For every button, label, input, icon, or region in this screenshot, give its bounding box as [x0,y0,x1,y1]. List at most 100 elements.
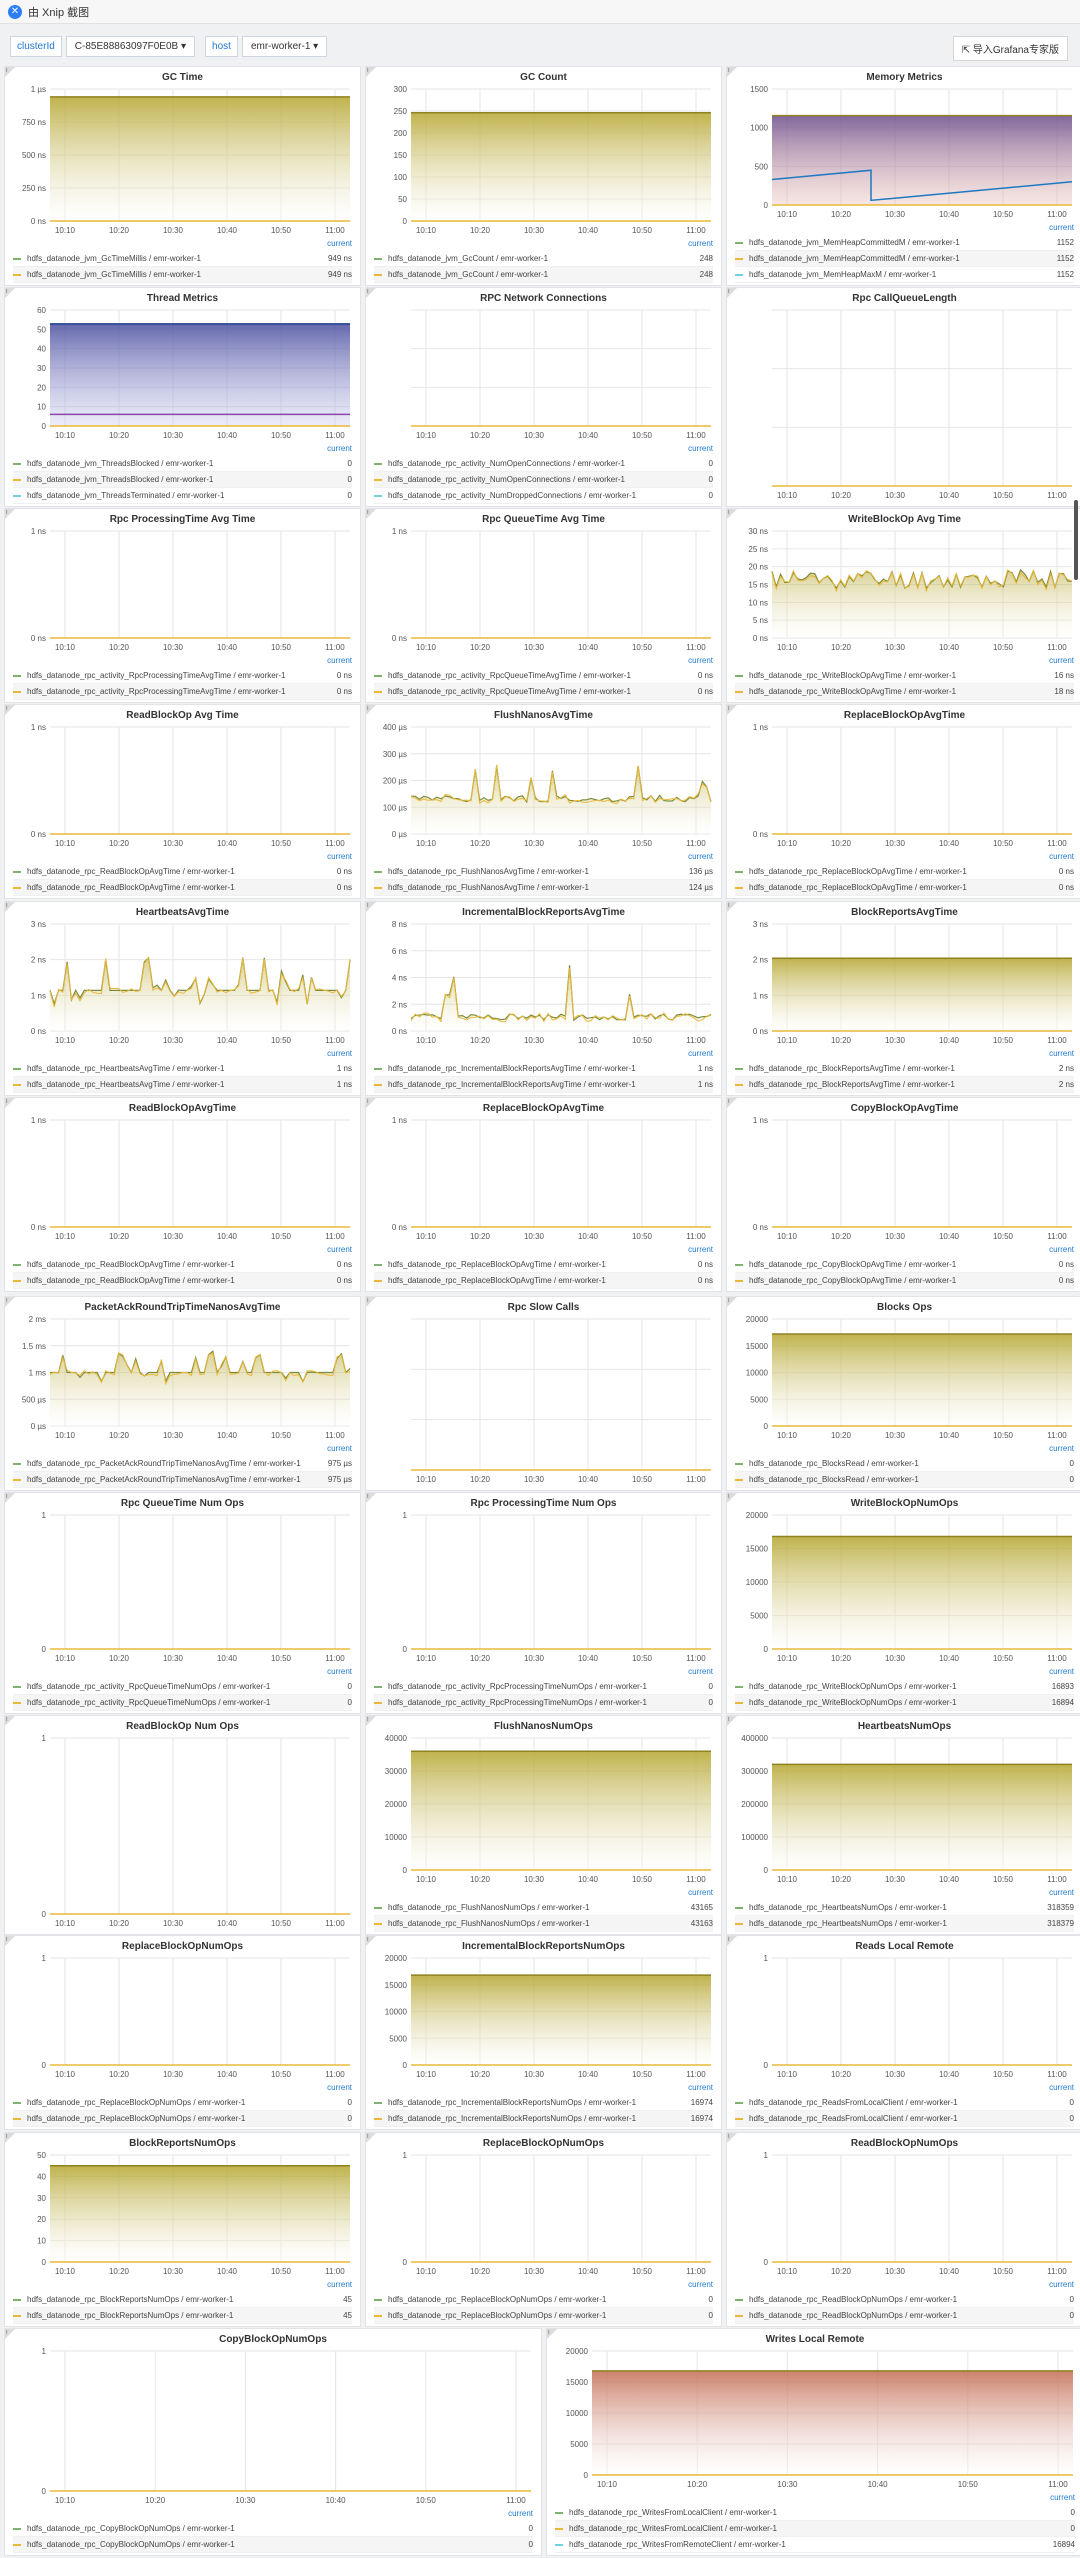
legend-item[interactable]: hdfs_datanode_rpc_ReplaceBlockOpAvgTime … [735,864,1074,880]
panel-replaceblockopnumops[interactable]: i ReplaceBlockOpNumOps 1 0 10:10 10:20 10:30 10… [365,2132,722,2327]
legend-item[interactable]: hdfs_datanode_rpc_ReplaceBlockOpNumOps /… [13,2111,352,2127]
panel-rpc-processingtime-num-ops[interactable]: i Rpc ProcessingTime Num Ops 1 0 10:10 10:20 1… [365,1492,722,1714]
panel-readblockopnumops[interactable]: i ReadBlockOpNumOps 1 0 10:10 10:20 10:30 10:40… [726,2132,1080,2327]
legend-current-header[interactable]: current [327,444,352,453]
info-icon[interactable]: i [366,1716,376,1726]
legend-item[interactable]: hdfs_datanode_rpc_FlushNanosAvgTime / em… [374,880,713,896]
legend-item[interactable]: hdfs_datanode_rpc_activity_NumDroppedCon… [374,488,713,504]
legend-item[interactable]: hdfs_datanode_rpc_BlocksRead / emr-worke… [735,1472,1074,1488]
legend-item[interactable]: hdfs_datanode_rpc_ReplaceBlockOpNumOps /… [374,2308,713,2324]
info-icon[interactable]: i [547,2329,557,2339]
panel-flushnanosavgtime[interactable]: i FlushNanosAvgTime 400 µs 300 µs 200 µs 100 … [365,704,722,899]
legend-current-header[interactable]: current [688,2280,713,2289]
info-icon[interactable]: i [366,2133,376,2143]
legend-item[interactable]: hdfs_datanode_rpc_activity_RpcProcessing… [374,1695,713,1711]
info-icon[interactable]: i [5,1098,15,1108]
legend-item[interactable]: hdfs_datanode_rpc_CopyBlockOpNumOps / em… [13,2521,533,2537]
legend-item[interactable]: hdfs_datanode_rpc_ReplaceBlockOpAvgTime … [735,880,1074,896]
panel-blocks-ops[interactable]: i Blocks Ops 20000 15000 10000 5000 0 10:10 10:2… [726,1296,1080,1491]
legend-current-header[interactable]: current [688,656,713,665]
info-icon[interactable]: i [5,509,15,519]
legend-current-header[interactable]: current [1049,1245,1074,1254]
panel-reads-local-remote[interactable]: i Reads Local Remote 1 0 10:10 10:20 10:30 10:4… [726,1935,1080,2130]
info-icon[interactable]: i [366,1493,376,1503]
legend-item[interactable]: hdfs_datanode_rpc_ReplaceBlockOpAvgTime … [374,1257,713,1273]
legend-item[interactable]: hdfs_datanode_jvm_MemHeapMaxM / emr-work… [735,267,1074,283]
legend-item[interactable]: hdfs_datanode_rpc_CopyBlockOpNumOps / em… [13,2537,533,2553]
legend-current-header[interactable]: current [1049,223,1074,232]
legend-item[interactable]: hdfs_datanode_rpc_ReadsFromLocalClient /… [735,2111,1074,2127]
panel-blockreportsnumops[interactable]: i BlockReportsNumOps 50 40 30 20 10 0 10:10 10:20… [4,2132,361,2327]
info-icon[interactable]: i [727,509,737,519]
panel-rpc-slow-calls[interactable]: i Rpc Slow Calls 10:10 10:20 10:30 10:40 10:50… [365,1296,722,1491]
panel-copyblockopnumops[interactable]: i CopyBlockOpNumOps 1 0 10:10 10:20 10:30 10:40… [4,2328,542,2556]
legend-current-header[interactable]: current [1049,852,1074,861]
legend-current-header[interactable]: current [1049,2280,1074,2289]
info-icon[interactable]: i [727,1936,737,1946]
legend-current-header[interactable]: current [1049,656,1074,665]
panel-rpc-queuetime-avg-time[interactable]: i Rpc QueueTime Avg Time 1 ns 0 ns 10:10 10:2… [365,508,722,703]
info-icon[interactable]: i [5,1493,15,1503]
legend-item[interactable]: hdfs_datanode_rpc_activity_RpcProcessing… [374,1679,713,1695]
legend-item[interactable]: hdfs_datanode_rpc_BlockReportsNumOps / e… [13,2292,352,2308]
panel-readblockop-num-ops[interactable]: i ReadBlockOp Num Ops 1 0 10:10 10:20 10:30 10:… [4,1715,361,1935]
info-icon[interactable]: i [727,1493,737,1503]
panel-blockreportsavgtime[interactable]: i BlockReportsAvgTime 3 ns 2 ns 1 ns 0 ns 10:1… [726,901,1080,1096]
legend-item[interactable]: hdfs_datanode_jvm_ThreadsBlocked / emr-w… [13,456,352,472]
panel-writeblockopnumops[interactable]: i WriteBlockOpNumOps 20000 15000 10000 5000 0 1… [726,1492,1080,1714]
panel-heartbeatsavgtime[interactable]: i HeartbeatsAvgTime 3 ns 2 ns 1 ns 0 ns 10:10 1… [4,901,361,1096]
legend-item[interactable]: hdfs_datanode_rpc_CopyBlockOpAvgTime / e… [735,1257,1074,1273]
legend-current-header[interactable]: current [1049,1888,1074,1897]
info-icon[interactable]: i [366,1297,376,1307]
info-icon[interactable]: i [727,2133,737,2143]
legend-current-header[interactable]: current [688,444,713,453]
panel-rpc-processingtime-avg-time[interactable]: i Rpc ProcessingTime Avg Time 1 ns 0 ns 10:1… [4,508,361,703]
info-icon[interactable]: i [727,288,737,298]
legend-current-header[interactable]: current [1049,1049,1074,1058]
panel-gc-count[interactable]: i GC Count 300 250 200 150 100 50 0 10:10 10:20 10:… [365,66,722,286]
legend-item[interactable]: hdfs_datanode_rpc_WritesFromLocalClient … [555,2505,1075,2521]
panel-writeblockop-avg-time[interactable]: i WriteBlockOp Avg Time 30 ns 25 ns 20 ns 15 … [726,508,1080,703]
info-icon[interactable]: i [366,1936,376,1946]
legend-current-header[interactable]: current [327,852,352,861]
legend-item[interactable]: hdfs_datanode_rpc_FlushNanosNumOps / emr… [374,1916,713,1932]
legend-current-header[interactable]: current [327,1049,352,1058]
legend-item[interactable]: hdfs_datanode_rpc_activity_RpcProcessing… [13,684,352,700]
legend-current-header[interactable]: current [327,1444,352,1453]
legend-current-header[interactable]: current [688,1667,713,1676]
info-icon[interactable]: i [727,1716,737,1726]
info-icon[interactable]: i [366,67,376,77]
panel-rpc-network-connections[interactable]: i RPC Network Connections 10:10 10:20 10:30 1… [365,287,722,507]
info-icon[interactable]: i [727,1098,737,1108]
legend-item[interactable]: hdfs_datanode_rpc_activity_RpcQueueTimeA… [374,684,713,700]
panel-incrementalblockreportsavgtime[interactable]: i IncrementalBlockReportsAvgTime 8 ns 6 ns 4… [365,901,722,1096]
info-icon[interactable]: i [366,509,376,519]
info-icon[interactable]: i [5,1297,15,1307]
legend-item[interactable]: hdfs_datanode_rpc_FlushNanosNumOps / emr… [374,1900,713,1916]
legend-item[interactable]: hdfs_datanode_rpc_ReadBlockOpAvgTime / e… [13,880,352,896]
legend-item[interactable]: hdfs_datanode_rpc_ReadBlockOpNumOps / em… [735,2308,1074,2324]
legend-item[interactable]: hdfs_datanode_rpc_ReadsFromLocalClient /… [735,2095,1074,2111]
info-icon[interactable]: i [727,705,737,715]
panel-readblockop-avg-time[interactable]: i ReadBlockOp Avg Time 1 ns 0 ns 10:10 10:20 1… [4,704,361,899]
legend-item[interactable]: hdfs_datanode_jvm_GcCount / emr-worker-1… [374,267,713,283]
panel-incrementalblockreportsnumops[interactable]: i IncrementalBlockReportsNumOps 20000 15000… [365,1935,722,2130]
info-icon[interactable]: i [366,1098,376,1108]
legend-item[interactable]: hdfs_datanode_rpc_ReplaceBlockOpAvgTime … [374,1273,713,1289]
legend-item[interactable]: hdfs_datanode_jvm_GcCount / emr-worker-1… [374,251,713,267]
panel-memory-metrics[interactable]: i Memory Metrics 1500 1000 500 0 10:10 10:20 10:… [726,66,1080,286]
cluster-select[interactable]: C-85E88863097F0E0B ▾ [65,35,196,57]
legend-item[interactable]: hdfs_datanode_rpc_IncrementalBlockReport… [374,1077,713,1093]
legend-item[interactable]: hdfs_datanode_rpc_ReplaceBlockOpNumOps /… [13,2095,352,2111]
info-icon[interactable]: i [366,288,376,298]
legend-current-header[interactable]: current [327,239,352,248]
legend-current-header[interactable]: current [1049,2083,1074,2092]
legend-item[interactable]: hdfs_datanode_rpc_activity_RpcQueueTimeN… [13,1679,352,1695]
legend-item[interactable]: hdfs_datanode_rpc_BlockReportsAvgTime / … [735,1061,1074,1077]
legend-current-header[interactable]: current [327,1245,352,1254]
panel-writes-local-remote[interactable]: i Writes Local Remote 20000 15000 10000 5000 0… [546,2328,1080,2556]
panel-packetackroundtriptimenanosavgtime[interactable]: i PacketAckRoundTripTimeNanosAvgTime 2 ms 1… [4,1296,361,1491]
panel-copyblockopavgtime[interactable]: i CopyBlockOpAvgTime 1 ns 0 ns 10:10 10:20 10:… [726,1097,1080,1292]
legend-item[interactable]: hdfs_datanode_rpc_activity_RpcProcessing… [13,668,352,684]
info-icon[interactable]: i [727,1297,737,1307]
